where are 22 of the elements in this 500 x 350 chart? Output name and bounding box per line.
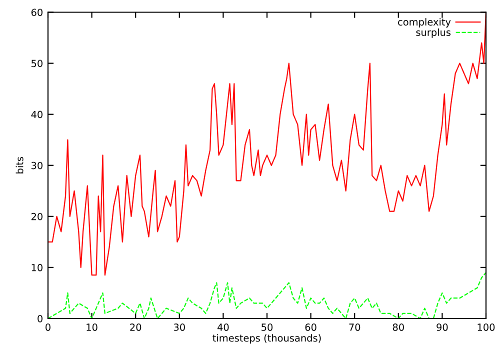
legend-label: surplus <box>416 28 451 38</box>
x-tick-label: 0 <box>46 324 50 331</box>
x-tick-label: 90 <box>436 324 448 331</box>
x-tick-label: 60 <box>305 324 316 331</box>
x-axis-title: timesteps (thousands) <box>212 334 321 344</box>
y-tick-label: 60 <box>31 8 42 16</box>
x-tick-label: 40 <box>217 324 229 331</box>
x-tick-label: 50 <box>262 324 273 331</box>
x-tick-label: 30 <box>174 324 185 331</box>
y-tick-label: 30 <box>32 162 42 170</box>
y-tick-label: 50 <box>32 60 42 68</box>
x-tick-label: 70 <box>349 324 360 331</box>
x-tick-label: 80 <box>392 324 404 331</box>
x-tick-label: 100 <box>478 324 495 331</box>
y-tick-label: 20 <box>31 212 42 220</box>
y-tick-label: 40 <box>31 110 42 118</box>
x-tick-label: 10 <box>86 324 98 331</box>
x-tick-label: 20 <box>130 324 142 331</box>
y-axis-title: bits <box>16 156 24 174</box>
y-tick-label: 0 <box>38 314 42 322</box>
y-tick-label: 10 <box>32 264 42 272</box>
legend-label: complexity <box>398 18 451 28</box>
